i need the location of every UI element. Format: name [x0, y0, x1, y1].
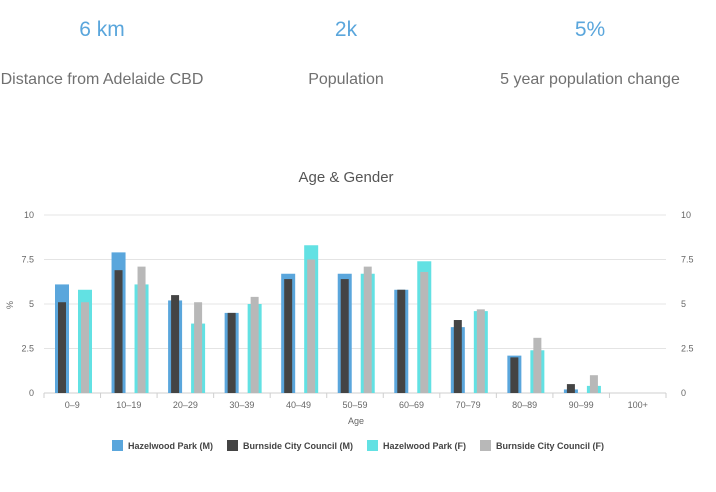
stat-distance-label: Distance from Adelaide CBD	[0, 71, 204, 88]
legend-swatch	[367, 440, 378, 451]
bar-burnside-city-council-m--3	[227, 312, 236, 393]
bar-burnside-city-council-m--8	[510, 357, 519, 393]
x-tick-label: 30–39	[229, 400, 254, 410]
x-tick-label: 20–29	[173, 400, 198, 410]
y-tick-right: 7.5	[681, 255, 694, 265]
y-tick-right: 10	[681, 210, 691, 220]
stat-population-value: 2k	[334, 18, 358, 41]
bar-burnside-city-council-f--1	[137, 266, 146, 393]
stat-population-change-value: 5%	[574, 18, 606, 41]
bar-burnside-city-council-f--6	[420, 271, 429, 393]
bar-burnside-city-council-m--5	[340, 279, 349, 393]
y-tick-right: 5	[681, 299, 686, 309]
bar-burnside-city-council-f--3	[250, 296, 259, 393]
y-tick-left: 10	[24, 210, 34, 220]
legend-label: Burnside City Council (F)	[496, 440, 605, 451]
x-tick-label: 0–9	[65, 400, 80, 410]
stat-population-change-label: 5 year population change	[500, 71, 680, 88]
bar-burnside-city-council-m--7	[453, 320, 462, 393]
chart-legend: Hazelwood Park (M) Burnside City Council …	[0, 440, 716, 451]
stat-distance: 6 km Distance from Adelaide CBD	[0, 18, 212, 89]
legend-item[interactable]: Hazelwood Park (M)	[111, 440, 213, 451]
bar-burnside-city-council-m--0	[58, 302, 66, 393]
y-tick-right: 2.5	[681, 344, 694, 354]
bar-burnside-city-council-f--4	[307, 259, 316, 393]
bar-burnside-city-council-f--8	[533, 337, 542, 393]
y-tick-right: 0	[681, 388, 686, 398]
x-tick-label: 50–59	[342, 400, 367, 410]
x-axis-label: Age	[348, 416, 364, 426]
y-tick-left: 7.5	[21, 255, 34, 265]
y-tick-left: 2.5	[21, 344, 34, 354]
bar-burnside-city-council-m--2	[171, 295, 180, 393]
stat-population: 2k Population	[236, 18, 456, 89]
bar-burnside-city-council-f--0	[81, 302, 89, 393]
legend-item[interactable]: Hazelwood Park (F)	[367, 440, 466, 451]
y-axis-label: %	[5, 301, 15, 309]
x-tick-label: 80–89	[512, 400, 537, 410]
legend-item[interactable]: Burnside City Council (F)	[480, 440, 604, 451]
legend-label: Burnside City Council (M)	[243, 440, 353, 451]
stat-distance-value: 6 km	[79, 18, 125, 41]
stat-population-label: Population	[308, 71, 384, 88]
bar-burnside-city-council-f--5	[363, 266, 372, 393]
y-tick-left: 5	[29, 299, 34, 309]
legend-swatch	[111, 440, 123, 451]
x-tick-label: 40–49	[286, 400, 311, 410]
legend-label: Hazelwood Park (M)	[127, 440, 213, 451]
bar-burnside-city-council-m--4	[284, 279, 293, 393]
chart-title: Age & Gender	[298, 169, 393, 186]
x-tick-label: 70–79	[456, 400, 481, 410]
bar-burnside-city-council-f--2	[194, 302, 203, 393]
bar-burnside-city-council-f--7	[476, 309, 485, 393]
legend-item[interactable]: Burnside City Council (M)	[227, 440, 353, 451]
y-tick-left: 0	[29, 388, 34, 398]
x-tick-label: 90–99	[569, 400, 594, 410]
legend-label: Hazelwood Park (F)	[383, 440, 467, 451]
bar-burnside-city-council-m--6	[397, 289, 406, 393]
bar-burnside-city-council-m--1	[114, 270, 123, 393]
legend-swatch	[227, 440, 238, 451]
legend-swatch	[480, 440, 492, 451]
x-tick-label: 60–69	[399, 400, 424, 410]
x-tick-label: 10–19	[116, 400, 141, 410]
stat-population-change: 5% 5 year population change	[480, 18, 700, 89]
x-tick-label: 100+	[628, 400, 648, 410]
bar-burnside-city-council-m--9	[566, 384, 575, 393]
bar-burnside-city-council-f--9	[589, 375, 598, 393]
